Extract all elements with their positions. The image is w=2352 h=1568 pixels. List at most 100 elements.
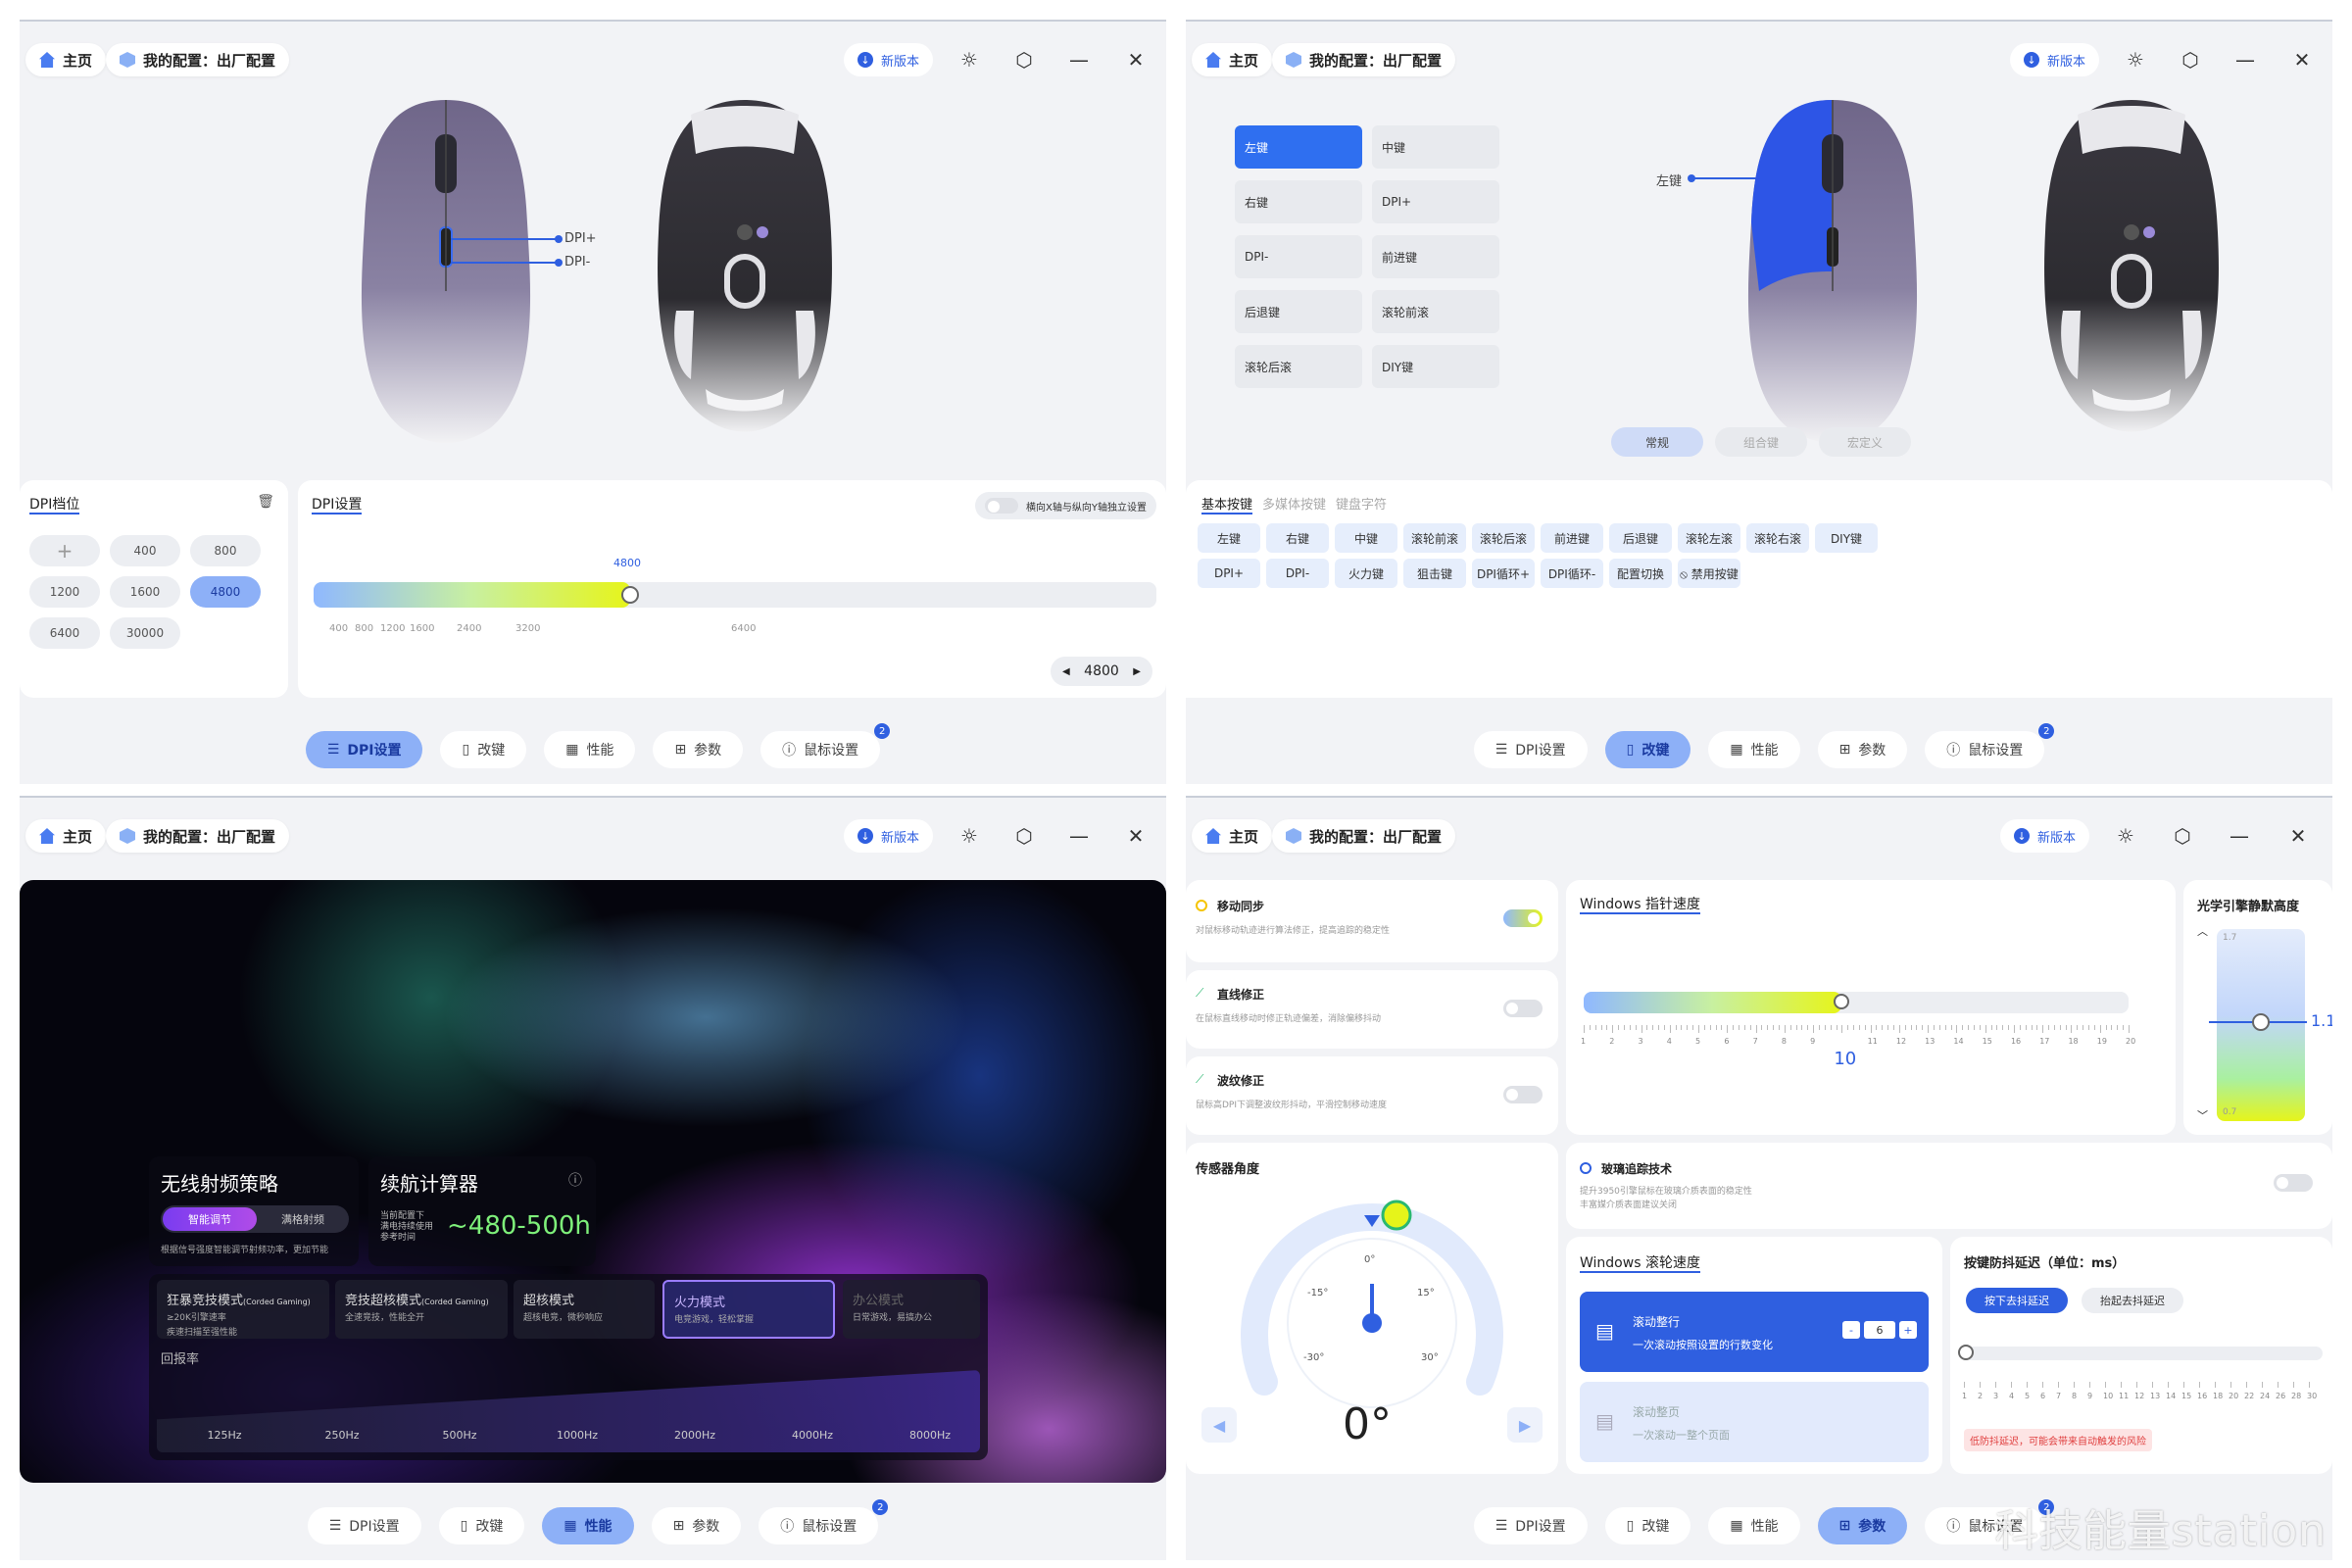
close-icon[interactable]: ✕ — [2293, 48, 2311, 72]
press-debounce-button[interactable]: 按下去抖延迟 — [1966, 1288, 2068, 1313]
chevron-up-icon[interactable]: ︿ — [2197, 925, 2208, 938]
dpi-slider-thumb[interactable] — [620, 586, 639, 604]
basic-key-chip[interactable]: ⦸ 禁用按键 — [1678, 559, 1740, 588]
scroll-lines-stepper[interactable]: - 6 + — [1842, 1321, 1917, 1339]
scroll-page-option[interactable]: ▤ 滚动整页 一次滚动一整个页面 — [1580, 1382, 1929, 1462]
tab-dpi-settings[interactable]: ☰ DPI设置 — [305, 731, 423, 768]
minimize-icon[interactable]: — — [2235, 48, 2255, 72]
increment-icon[interactable]: ▶ — [1133, 665, 1141, 677]
tab-mouse-settings[interactable]: ⓘ 鼠标设置 2 — [1925, 723, 2055, 768]
basic-key-chip[interactable]: 中键 — [1335, 523, 1397, 553]
performance-mode-card[interactable]: 狂暴竞技模式(Corded Gaming) ≥20K引擎速率 疾速扫描至强性能 — [157, 1280, 329, 1339]
dpi-level-button[interactable]: 1200 — [29, 576, 100, 608]
new-version-button[interactable]: ↓ 新版本 — [2009, 43, 2099, 76]
scroll-lines-value[interactable]: 6 — [1864, 1321, 1895, 1339]
scroll-line-option[interactable]: ▤ 滚动整行 一次滚动按照设置的行数变化 - 6 + — [1580, 1292, 1929, 1372]
angle-dial[interactable] — [1235, 1186, 1509, 1441]
info-icon[interactable]: ⓘ — [568, 1173, 582, 1189]
polling-rate-option[interactable]: 125Hz — [207, 1429, 242, 1442]
polling-rate-option[interactable]: 8000Hz — [908, 1429, 952, 1442]
key-back[interactable]: 后退键 — [1235, 290, 1362, 333]
add-dpi-level-button[interactable]: + — [29, 535, 100, 566]
tab-performance[interactable]: ▦ 性能 — [1708, 731, 1800, 768]
dpi-level-button[interactable]: 30000 — [110, 617, 180, 649]
close-icon[interactable]: ✕ — [1127, 48, 1145, 72]
pointer-speed-thumb[interactable] — [1834, 994, 1850, 1009]
ripple-toggle[interactable] — [1503, 1086, 1543, 1103]
tab-dpi-settings[interactable]: ☰ DPI设置 — [1473, 731, 1588, 768]
minimize-icon[interactable]: — — [1069, 48, 1089, 72]
tab-parameters[interactable]: ⊞ 参数 — [1817, 1507, 1908, 1544]
polling-rate-option[interactable]: 4000Hz — [791, 1429, 834, 1442]
performance-mode-card[interactable]: 超核模式 超核电竞，微秒响应 — [514, 1280, 655, 1339]
home-button[interactable]: 主页 — [25, 819, 107, 853]
mode-tab-normal[interactable]: 常规 — [1611, 427, 1703, 457]
decrement-icon[interactable]: ◀ — [1062, 665, 1070, 677]
dpi-level-button[interactable]: 800 — [190, 535, 261, 566]
tab-dpi-settings[interactable]: ☰ DPI设置 — [307, 1507, 421, 1544]
angle-snap-toggle[interactable] — [1503, 1000, 1543, 1017]
pointer-speed-slider[interactable] — [1584, 992, 2129, 1013]
basic-key-chip[interactable]: 后退键 — [1609, 523, 1672, 553]
settings-icon[interactable]: ⬡ — [1015, 824, 1033, 848]
tab-remap[interactable]: ▯ 改键 — [1604, 1507, 1691, 1544]
mode-tab-combo[interactable]: 组合键 — [1715, 427, 1807, 457]
key-diy[interactable]: DIY键 — [1372, 345, 1499, 388]
basic-key-chip[interactable]: 狙击键 — [1403, 559, 1466, 588]
basic-key-chip[interactable]: 配置切换 — [1609, 559, 1672, 588]
angle-decrease-button[interactable]: ◀ — [1201, 1407, 1237, 1443]
close-icon[interactable]: ✕ — [1127, 824, 1145, 848]
minimize-icon[interactable]: — — [2230, 824, 2249, 848]
tab-remap[interactable]: ▯ 改键 — [438, 1507, 525, 1544]
brightness-icon[interactable]: ☼ — [2117, 824, 2134, 848]
tab-mouse-settings[interactable]: ⓘ 鼠标设置 2 — [760, 723, 891, 768]
debounce-thumb[interactable] — [1958, 1345, 1974, 1360]
debounce-slider[interactable] — [1964, 1347, 2323, 1360]
tab-performance[interactable]: ▦ 性能 — [1708, 1507, 1800, 1544]
lod-thumb[interactable] — [2252, 1013, 2270, 1031]
wireless-mode-switch[interactable]: 智能调节 满格射频 — [161, 1205, 349, 1233]
basic-key-chip[interactable]: 滚轮右滚 — [1746, 523, 1809, 553]
tab-mouse-settings[interactable]: ⓘ 鼠标设置 2 — [1925, 1499, 2055, 1544]
basic-key-chip[interactable]: 滚轮前滚 — [1403, 523, 1466, 553]
basic-key-chip[interactable]: DIY键 — [1815, 523, 1878, 553]
minimize-icon[interactable]: — — [1069, 824, 1089, 848]
category-basic[interactable]: 基本按键 — [1201, 494, 1253, 514]
performance-mode-card[interactable]: 火力模式 电竞游戏，轻松掌握 — [662, 1280, 835, 1339]
angle-increase-button[interactable]: ▶ — [1507, 1407, 1543, 1443]
home-button[interactable]: 主页 — [1192, 819, 1273, 853]
tab-performance[interactable]: ▦ 性能 — [544, 731, 636, 768]
home-button[interactable]: 主页 — [1192, 43, 1273, 76]
polling-rate-option[interactable]: 1000Hz — [556, 1429, 599, 1442]
motion-sync-toggle[interactable] — [1503, 909, 1543, 927]
category-keyboard[interactable]: 键盘字符 — [1336, 498, 1388, 513]
tab-parameters[interactable]: ⊞ 参数 — [1817, 731, 1908, 768]
performance-mode-card[interactable]: 竞技超核模式(Corded Gaming) 全速竞技，性能全开 — [335, 1280, 508, 1339]
tab-remap[interactable]: ▯ 改键 — [440, 731, 527, 768]
basic-key-chip[interactable]: 滚轮左滚 — [1678, 523, 1740, 553]
basic-key-chip[interactable]: 前进键 — [1541, 523, 1603, 553]
key-dpi-plus[interactable]: DPI+ — [1372, 180, 1499, 223]
polling-rate-option[interactable]: 250Hz — [324, 1429, 360, 1442]
config-button[interactable]: 我的配置：出厂配置 — [1272, 819, 1456, 853]
brightness-icon[interactable]: ☼ — [960, 824, 978, 848]
glass-tracking-toggle[interactable] — [2274, 1174, 2313, 1192]
dpi-level-button[interactable]: 6400 — [29, 617, 100, 649]
basic-key-chip[interactable]: 右键 — [1266, 523, 1329, 553]
release-debounce-button[interactable]: 抬起去抖延迟 — [2082, 1288, 2183, 1313]
delete-icon[interactable]: 🗑 — [257, 494, 274, 510]
xy-independent-toggle[interactable]: 横向X轴与纵向Y轴独立设置 — [975, 492, 1156, 519]
decrement-button[interactable]: - — [1842, 1321, 1860, 1339]
category-media[interactable]: 多媒体按键 — [1262, 498, 1327, 513]
dpi-slider[interactable] — [314, 582, 1156, 608]
basic-key-chip[interactable]: 滚轮后滚 — [1472, 523, 1535, 553]
basic-key-chip[interactable]: DPI循环+ — [1472, 559, 1535, 588]
basic-key-chip[interactable]: DPI循环- — [1541, 559, 1603, 588]
tab-mouse-settings[interactable]: ⓘ 鼠标设置 2 — [759, 1499, 889, 1544]
new-version-button[interactable]: ↓ 新版本 — [843, 819, 933, 853]
config-button[interactable]: 我的配置：出厂配置 — [106, 819, 290, 853]
full-mode-option[interactable]: 满格射频 — [281, 1213, 324, 1226]
mode-tab-macro[interactable]: 宏定义 — [1819, 427, 1911, 457]
key-scroll-down[interactable]: 滚轮后滚 — [1235, 345, 1362, 388]
key-dpi-minus[interactable]: DPI- — [1235, 235, 1362, 278]
